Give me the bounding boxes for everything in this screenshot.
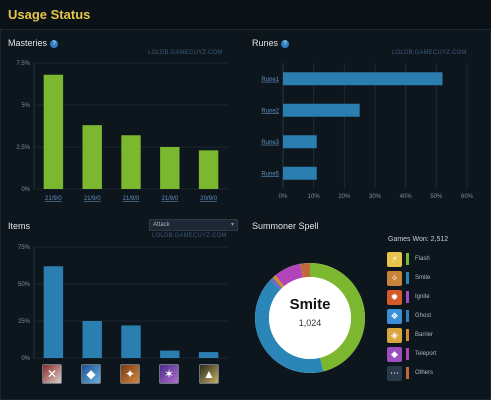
donut-hole bbox=[269, 277, 351, 359]
runes-watermark: LOLDB.GAMECUYZ.COM bbox=[392, 50, 467, 56]
legend-label: Smite bbox=[415, 275, 431, 281]
bar[interactable] bbox=[283, 135, 317, 149]
runes-chart: 0% 10% 20% 30% 40% 50% 60% Rune1 Rune2 Rune3 Rune5 bbox=[261, 63, 474, 200]
donut-slice[interactable] bbox=[255, 263, 365, 373]
legend-item: ⋯ Others bbox=[387, 365, 433, 381]
x-tick-label: 20% bbox=[338, 194, 351, 200]
y-tick-label: 50% bbox=[18, 282, 31, 288]
x-tick-label: 10% bbox=[308, 194, 321, 200]
legend-swatch bbox=[406, 329, 409, 341]
triforce-item-icon[interactable]: ▲ bbox=[199, 364, 219, 384]
bar[interactable] bbox=[43, 266, 64, 358]
runes-title: Runes? bbox=[252, 38, 290, 48]
bar[interactable] bbox=[82, 321, 102, 358]
legend-swatch bbox=[406, 367, 409, 379]
shield-item-icon[interactable]: ✦ bbox=[120, 364, 140, 384]
x-tick-label: 50% bbox=[430, 194, 443, 200]
bar[interactable] bbox=[82, 125, 102, 189]
y-tick-label[interactable]: Rune1 bbox=[261, 77, 279, 83]
x-tick-label[interactable]: 21/9/0 bbox=[84, 196, 101, 202]
legend-label: Teleport bbox=[415, 351, 437, 357]
legend-swatch bbox=[406, 253, 409, 265]
legend-label: Others bbox=[415, 370, 434, 376]
bar[interactable] bbox=[121, 325, 141, 358]
runes-help-icon[interactable]: ? bbox=[281, 40, 290, 48]
chevron-down-icon: ▾ bbox=[230, 222, 234, 228]
bar[interactable] bbox=[283, 166, 317, 180]
x-tick-label[interactable]: 21/9/0 bbox=[123, 196, 140, 202]
bar[interactable] bbox=[198, 352, 219, 358]
teleport-spell-icon: ◆ bbox=[387, 346, 402, 362]
donut-center-label: Smite bbox=[289, 296, 331, 313]
bar[interactable] bbox=[160, 350, 180, 358]
legend-item: ◈ Barrier bbox=[387, 327, 433, 343]
masteries-watermark: LOLDB.GAMECUYZ.COM bbox=[148, 50, 223, 56]
runes-title-label: Runes bbox=[252, 38, 279, 48]
ignite-spell-icon: ✹ bbox=[387, 289, 402, 305]
x-tick-label[interactable]: 20/9/0 bbox=[200, 196, 217, 202]
legend-swatch bbox=[406, 310, 409, 322]
legend-item: ✹ Ignite bbox=[387, 289, 430, 305]
bar[interactable] bbox=[198, 150, 219, 189]
legend-label: Barrier bbox=[415, 332, 434, 338]
page-title: Usage Status bbox=[8, 7, 91, 22]
y-tick-label[interactable]: Rune3 bbox=[261, 140, 279, 146]
donut-center-value: 1,024 bbox=[298, 318, 322, 328]
bar[interactable] bbox=[43, 74, 64, 189]
y-tick-label: 7.5% bbox=[16, 61, 30, 67]
legend-item: ⚡ Flash bbox=[387, 251, 430, 267]
masteries-title-label: Masteries bbox=[8, 38, 48, 48]
staff-item-icon[interactable]: ✶ bbox=[159, 364, 179, 384]
x-tick-label: 30% bbox=[369, 194, 382, 200]
summoner-spell-donut bbox=[255, 263, 365, 373]
legend-item: ❖ Ghost bbox=[387, 308, 431, 324]
ghost-spell-icon: ❖ bbox=[387, 308, 402, 324]
flash-spell-icon: ⚡ bbox=[387, 251, 402, 267]
legend-label: Ignite bbox=[415, 294, 430, 300]
masteries-chart: 7.5% 5% 2.5% 0% 21/9/0 21/9/0 21/9/0 21/9/0 20/9… bbox=[16, 61, 228, 202]
legend-item: ✧ Smite bbox=[387, 270, 430, 286]
items-filter-select[interactable]: Attack ▾ bbox=[149, 219, 238, 231]
items-watermark: LOLDB.GAMECUYZ.COM bbox=[152, 233, 227, 239]
items-filter-value: Attack bbox=[153, 222, 170, 228]
y-tick-label: 0% bbox=[21, 187, 30, 193]
blade-item-icon[interactable]: ◆ bbox=[81, 364, 101, 384]
x-tick-label: 40% bbox=[400, 194, 413, 200]
items-title: Items bbox=[8, 221, 31, 231]
title-bar: Usage Status bbox=[0, 0, 491, 30]
items-chart: 75% 50% 25% 0% bbox=[18, 245, 228, 362]
y-tick-label: 5% bbox=[21, 103, 30, 109]
legend-label: Ghost bbox=[415, 313, 432, 319]
bar[interactable] bbox=[283, 103, 360, 117]
games-won-label: Games Won: 2,512 bbox=[388, 236, 449, 243]
y-tick-label[interactable]: Rune2 bbox=[261, 108, 279, 114]
x-tick-label: 60% bbox=[461, 194, 474, 200]
x-tick-label: 0% bbox=[279, 194, 288, 200]
summoner-spell-title: Summoner Spell bbox=[252, 221, 319, 231]
y-tick-label: 0% bbox=[21, 356, 30, 362]
bar[interactable] bbox=[160, 147, 180, 189]
legend-swatch bbox=[406, 348, 409, 360]
legend-swatch bbox=[406, 272, 409, 284]
bar[interactable] bbox=[283, 72, 443, 86]
y-tick-label[interactable]: Rune5 bbox=[261, 171, 279, 177]
legend-swatch bbox=[406, 291, 409, 303]
barrier-spell-icon: ◈ bbox=[387, 327, 402, 343]
legend-label: Flash bbox=[415, 256, 430, 262]
masteries-help-icon[interactable]: ? bbox=[50, 40, 59, 48]
donut-slice[interactable] bbox=[255, 263, 365, 373]
x-tick-label[interactable]: 21/9/0 bbox=[45, 196, 62, 202]
masteries-title: Masteries? bbox=[8, 38, 59, 48]
legend-item: ◆ Teleport bbox=[387, 346, 436, 362]
bar[interactable] bbox=[121, 135, 141, 189]
smite-spell-icon: ✧ bbox=[387, 270, 402, 286]
axe-item-icon[interactable]: ✕ bbox=[42, 364, 62, 384]
y-tick-label: 2.5% bbox=[16, 145, 30, 151]
y-tick-label: 25% bbox=[18, 319, 31, 325]
y-tick-label: 75% bbox=[18, 245, 31, 251]
x-tick-label[interactable]: 21/9/0 bbox=[161, 196, 178, 202]
others-spell-icon: ⋯ bbox=[387, 365, 402, 381]
